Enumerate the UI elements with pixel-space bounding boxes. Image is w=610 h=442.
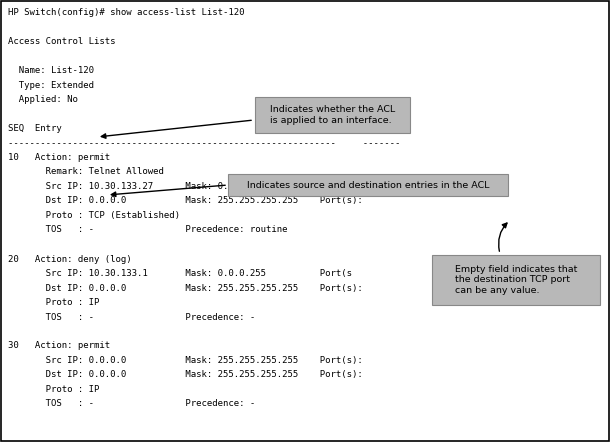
Text: -------------------------------------------------------------     -------: ----------------------------------------…	[8, 138, 400, 148]
Text: TOS   : -                 Precedence: -: TOS : - Precedence: -	[8, 400, 255, 408]
Text: Proto : TCP (Established): Proto : TCP (Established)	[8, 211, 180, 220]
Text: Dst IP: 0.0.0.0           Mask: 255.255.255.255    Port(s):: Dst IP: 0.0.0.0 Mask: 255.255.255.255 Po…	[8, 283, 363, 293]
Text: TOS   : -                 Precedence: -: TOS : - Precedence: -	[8, 312, 255, 321]
Text: Src IP: 0.0.0.0           Mask: 255.255.255.255    Port(s):: Src IP: 0.0.0.0 Mask: 255.255.255.255 Po…	[8, 356, 363, 365]
Text: Name: List-120: Name: List-120	[8, 66, 94, 75]
Text: Remark: Telnet Allowed: Remark: Telnet Allowed	[8, 168, 164, 176]
Text: 20   Action: deny (log): 20 Action: deny (log)	[8, 255, 132, 263]
Text: TOS   : -                 Precedence: routine: TOS : - Precedence: routine	[8, 225, 287, 235]
Text: Proto : IP: Proto : IP	[8, 385, 99, 394]
Text: 30   Action: permit: 30 Action: permit	[8, 342, 110, 351]
Bar	[432, 255, 600, 305]
Text: Access Control Lists: Access Control Lists	[8, 37, 115, 46]
Text: Dst IP: 0.0.0.0           Mask: 255.255.255.255    Port(s):: Dst IP: 0.0.0.0 Mask: 255.255.255.255 Po…	[8, 197, 363, 206]
Text: Dst IP: 0.0.0.0           Mask: 255.255.255.255    Port(s):: Dst IP: 0.0.0.0 Mask: 255.255.255.255 Po…	[8, 370, 363, 380]
Text: Src IP: 10.30.133.27      Mask: 0.0.0.0           Port(s): eq 23: Src IP: 10.30.133.27 Mask: 0.0.0.0 Port(…	[8, 182, 390, 191]
Text: Indicates source and destination entries in the ACL: Indicates source and destination entries…	[247, 180, 489, 190]
Text: HP Switch(config)# show access-list List-120: HP Switch(config)# show access-list List…	[8, 8, 245, 17]
Bar	[255, 97, 410, 133]
Text: 10   Action: permit: 10 Action: permit	[8, 153, 110, 162]
Text: Type: Extended: Type: Extended	[8, 80, 94, 89]
Text: Applied: No: Applied: No	[8, 95, 78, 104]
Bar	[228, 174, 508, 196]
Text: Proto : IP: Proto : IP	[8, 298, 99, 307]
Text: SEQ  Entry: SEQ Entry	[8, 124, 62, 133]
Text: Empty field indicates that
the destination TCP port
can be any value.: Empty field indicates that the destinati…	[455, 265, 577, 295]
Text: Src IP: 10.30.133.1       Mask: 0.0.0.255          Port(s: Src IP: 10.30.133.1 Mask: 0.0.0.255 Port…	[8, 269, 352, 278]
Text: Indicates whether the ACL
is applied to an interface.: Indicates whether the ACL is applied to …	[270, 105, 395, 125]
